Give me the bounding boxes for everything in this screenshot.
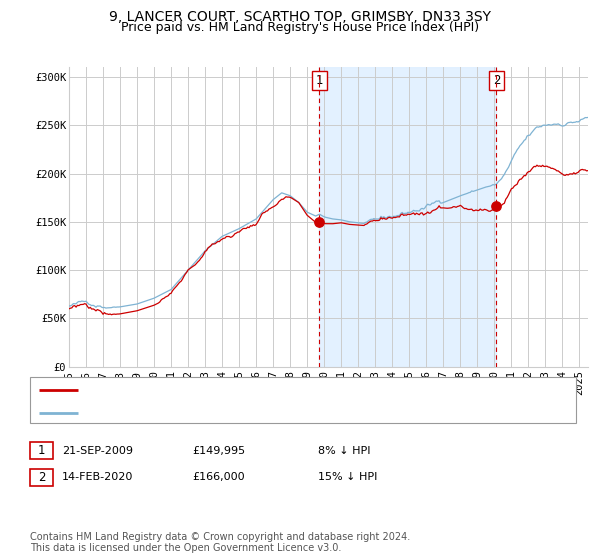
Text: 1: 1 (38, 444, 45, 458)
Text: 1: 1 (316, 74, 323, 87)
Text: 15% ↓ HPI: 15% ↓ HPI (318, 472, 377, 482)
Text: £149,995: £149,995 (192, 446, 245, 456)
Text: 14-FEB-2020: 14-FEB-2020 (62, 472, 133, 482)
Text: 2: 2 (493, 74, 500, 87)
Text: 2: 2 (38, 470, 45, 484)
Point (314, 217, 324, 226)
Bar (319, 67, 496, 367)
Text: 8% ↓ HPI: 8% ↓ HPI (318, 446, 371, 456)
Text: Contains HM Land Registry data © Crown copyright and database right 2024.
This d: Contains HM Land Registry data © Crown c… (30, 531, 410, 553)
Text: 9, LANCER COURT, SCARTHO TOP, GRIMSBY, DN33 3SY: 9, LANCER COURT, SCARTHO TOP, GRIMSBY, D… (109, 10, 491, 24)
Text: 9, LANCER COURT, SCARTHO TOP, GRIMSBY, DN33 3SY (detached house): 9, LANCER COURT, SCARTHO TOP, GRIMSBY, D… (85, 385, 494, 395)
Text: HPI: Average price, detached house, North East Lincolnshire: HPI: Average price, detached house, Nort… (85, 408, 421, 418)
Text: £166,000: £166,000 (192, 472, 245, 482)
Text: 21-SEP-2009: 21-SEP-2009 (62, 446, 133, 456)
Text: Price paid vs. HM Land Registry's House Price Index (HPI): Price paid vs. HM Land Registry's House … (121, 21, 479, 34)
Point (491, 202, 501, 211)
